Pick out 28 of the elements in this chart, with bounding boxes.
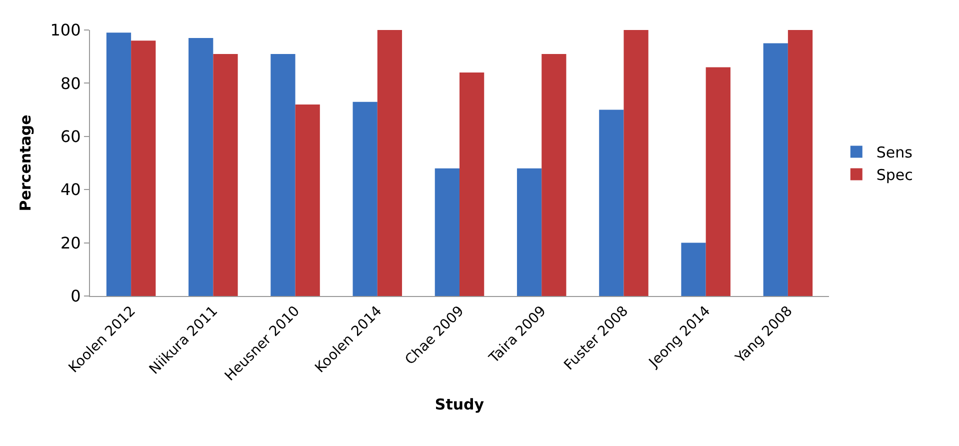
legend-label: Spec — [876, 166, 913, 184]
bar — [188, 38, 214, 296]
y-tick-label: 20 — [60, 233, 81, 252]
bar — [788, 30, 813, 296]
bar — [434, 168, 460, 296]
x-axis-title: Study — [434, 395, 484, 414]
bar — [295, 104, 320, 296]
bar — [542, 54, 566, 296]
bar — [516, 168, 542, 296]
y-tick-label: 40 — [60, 180, 81, 200]
bar — [624, 30, 648, 296]
y-tick-label: 80 — [60, 74, 81, 93]
y-tick-label: 60 — [60, 127, 81, 146]
bar — [377, 30, 402, 296]
bar — [763, 43, 788, 296]
bar — [599, 110, 624, 296]
y-tick-label: 100 — [50, 20, 81, 40]
bar — [106, 32, 132, 296]
bar — [213, 54, 238, 296]
bar — [352, 102, 378, 296]
bar — [270, 54, 296, 296]
bar — [460, 72, 484, 296]
y-tick-label: 0 — [70, 286, 81, 306]
legend-label: Sens — [876, 144, 913, 162]
y-axis-title: Percentage — [16, 114, 35, 212]
bar — [131, 40, 156, 296]
bar — [706, 67, 730, 296]
bar — [681, 242, 706, 296]
